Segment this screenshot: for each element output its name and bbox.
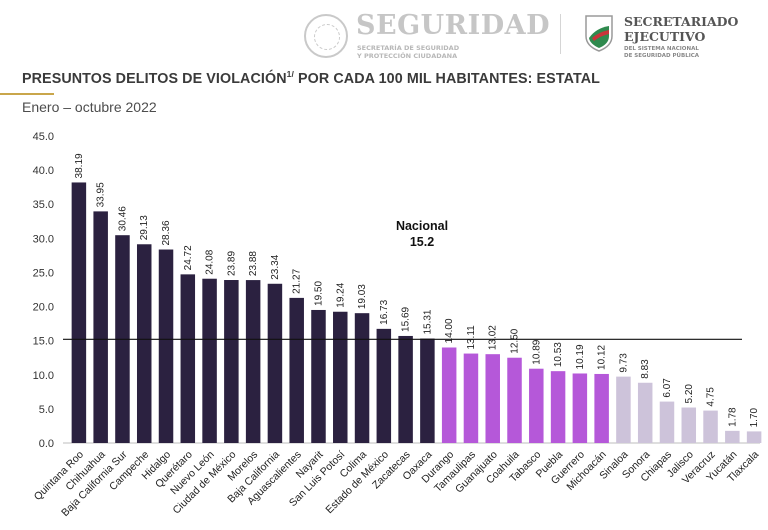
data-label: 19.24 xyxy=(335,282,346,307)
bar xyxy=(616,376,631,443)
chart-subtitle: Enero – octubre 2022 xyxy=(22,99,157,115)
y-tick-label: 20.0 xyxy=(33,302,54,314)
secretariado-logo-subtext: DEL SISTEMA NACIONAL DE SEGURIDAD PÚBLIC… xyxy=(624,46,699,60)
data-label: 30.46 xyxy=(117,206,128,231)
data-label: 1.70 xyxy=(749,408,760,428)
y-tick-label: 10.0 xyxy=(33,370,54,382)
y-tick-label: 25.0 xyxy=(33,267,54,279)
data-label: 13.02 xyxy=(488,325,499,350)
bar xyxy=(703,410,718,443)
bar xyxy=(681,407,697,443)
data-label: 1.78 xyxy=(727,407,738,427)
y-tick-label: 15.0 xyxy=(33,336,54,348)
shield-icon xyxy=(585,15,613,52)
bar xyxy=(158,249,174,443)
bar xyxy=(71,182,87,443)
seguridad-logo-text: SEGURIDAD xyxy=(356,10,551,41)
national-average-label: Nacional xyxy=(396,219,448,233)
data-label: 5.20 xyxy=(684,384,695,404)
bar xyxy=(202,278,217,443)
bar xyxy=(267,283,283,443)
y-tick-label: 45.0 xyxy=(33,131,54,143)
bar xyxy=(245,280,261,443)
bar xyxy=(529,368,544,443)
bar xyxy=(333,311,348,443)
data-label: 8.83 xyxy=(640,359,651,379)
national-average-value: 15.2 xyxy=(410,235,434,249)
bar xyxy=(224,280,239,443)
data-label: 10.12 xyxy=(597,344,608,369)
data-label: 15.31 xyxy=(422,309,433,334)
data-label: 19.03 xyxy=(357,284,368,309)
bar xyxy=(136,244,152,443)
y-tick-label: 30.0 xyxy=(33,233,54,245)
data-label: 28.36 xyxy=(161,220,172,245)
data-label: 12.50 xyxy=(510,328,521,353)
mexico-seal-icon xyxy=(304,14,348,58)
data-label: 33.95 xyxy=(96,182,107,207)
secretariado-line-2: EJECUTIVO xyxy=(624,29,706,44)
bar xyxy=(93,211,108,443)
bar xyxy=(376,328,392,443)
seguridad-sub-line-1: SECRETARÍA DE SEGURIDAD xyxy=(357,44,460,52)
bar xyxy=(507,357,522,443)
accent-rule xyxy=(0,93,54,95)
bar xyxy=(441,347,457,443)
secretariado-sub-line-1: DEL SISTEMA NACIONAL xyxy=(624,46,699,52)
data-label: 23.88 xyxy=(248,251,259,276)
secretariado-line-1: SECRETARIADO xyxy=(624,14,739,29)
data-label: 15.69 xyxy=(401,306,412,331)
bar xyxy=(659,401,675,443)
bar xyxy=(637,382,653,443)
bar xyxy=(550,371,566,443)
chart-title-main: PRESUNTOS DELITOS DE VIOLACIÓN xyxy=(22,70,287,87)
data-label: 24.08 xyxy=(205,249,216,274)
chart-title: PRESUNTOS DELITOS DE VIOLACIÓN1/ POR CAD… xyxy=(22,69,600,87)
header-divider xyxy=(560,14,561,54)
bar xyxy=(289,297,304,443)
data-label: 38.19 xyxy=(74,153,85,178)
data-label: 13.11 xyxy=(466,325,477,350)
bar xyxy=(398,335,413,443)
bar xyxy=(354,313,370,443)
data-label: 19.50 xyxy=(313,281,324,306)
bar xyxy=(463,353,479,443)
y-tick-label: 35.0 xyxy=(33,199,54,211)
data-label: 23.89 xyxy=(226,251,237,276)
secretariado-logo-text: SECRETARIADO EJECUTIVO xyxy=(624,14,738,44)
bar xyxy=(746,431,762,443)
data-label: 23.34 xyxy=(270,254,281,279)
seguridad-logo-subtext: SECRETARÍA DE SEGURIDAD Y PROTECCIÓN CIU… xyxy=(357,44,459,60)
bar xyxy=(311,309,326,443)
data-label: 10.19 xyxy=(575,344,586,369)
data-label: 14.00 xyxy=(444,318,455,343)
data-label: 16.73 xyxy=(379,299,390,324)
data-label: 4.75 xyxy=(706,387,717,407)
data-label: 9.73 xyxy=(618,353,629,373)
data-label: 21.27 xyxy=(292,268,303,293)
chart-title-footnote-mark: 1/ xyxy=(286,69,294,79)
bar xyxy=(594,373,609,443)
y-tick-label: 5.0 xyxy=(39,404,54,416)
data-label: 10.53 xyxy=(553,342,564,367)
header: SEGURIDAD SECRETARÍA DE SEGURIDAD Y PROT… xyxy=(0,0,768,64)
bar xyxy=(485,354,500,443)
seguridad-sub-line-2: Y PROTECCIÓN CIUDADANA xyxy=(357,52,458,60)
data-label: 29.13 xyxy=(139,215,150,240)
bar xyxy=(420,338,435,443)
data-label: 24.72 xyxy=(183,245,194,270)
y-tick-label: 40.0 xyxy=(33,165,54,177)
bar xyxy=(180,274,196,443)
secretariado-sub-line-2: DE SEGURIDAD PÚBLICA xyxy=(624,53,700,59)
bar xyxy=(572,373,588,443)
bar xyxy=(725,430,740,443)
data-label: 6.07 xyxy=(662,378,673,398)
y-tick-label: 0.0 xyxy=(39,438,54,450)
chart-title-rest: POR CADA 100 MIL HABITANTES: ESTATAL xyxy=(293,70,600,87)
data-label: 10.89 xyxy=(531,339,542,364)
